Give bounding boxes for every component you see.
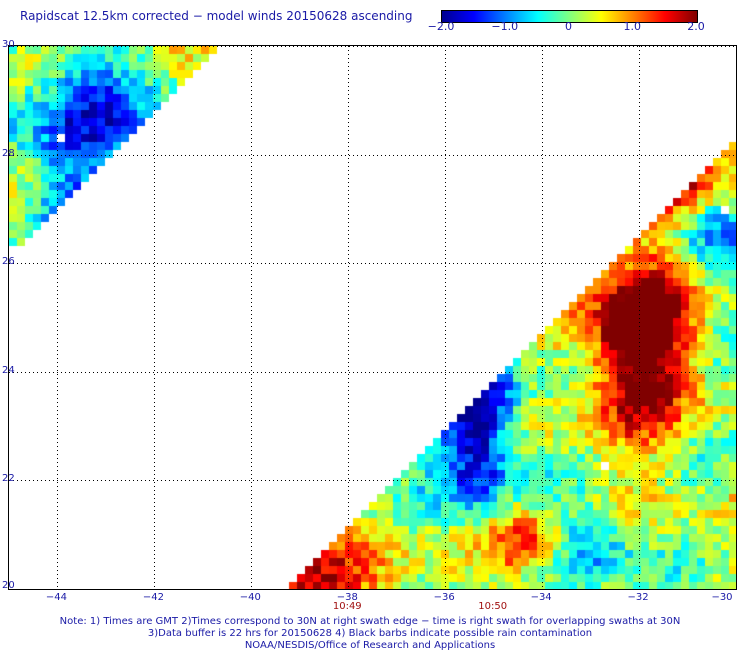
latitude-label: 26 — [2, 256, 15, 268]
longitude-label: −44 — [45, 592, 68, 603]
longitude-label: −34 — [530, 592, 552, 603]
latitude-label: 22 — [2, 473, 15, 485]
footnote-line-2: 3)Data buffer is 22 hrs for 20150628 4) … — [147, 628, 593, 639]
longitude-label: −30 — [711, 592, 733, 603]
longitude-label: −40 — [239, 592, 261, 603]
longitude-label: −38 — [336, 592, 358, 603]
swath-time-label: 10:49 — [332, 601, 362, 612]
longitude-label: −42 — [142, 592, 164, 603]
lat-lon-grid — [9, 46, 736, 589]
colorbar — [441, 10, 698, 23]
colorbar-tick-label: 1.0 — [623, 20, 642, 33]
colorbar-tick-label: 0 — [565, 20, 572, 33]
longitude-label: −32 — [627, 592, 649, 603]
colorbar-tick-label: −1.0 — [491, 20, 519, 33]
plot-title: Rapidscat 12.5km corrected − model winds… — [20, 9, 413, 23]
latitude-label: 24 — [2, 364, 15, 376]
latitude-label: 20 — [2, 580, 15, 591]
colorbar-tick-label: 2.0 — [687, 20, 705, 33]
map-plot-area[interactable] — [8, 45, 737, 590]
swath-time-label: 10:50 — [478, 601, 508, 612]
longitude-label: −36 — [433, 592, 455, 603]
footnote-line-3: NOAA/NESDIS/Office of Research and Appli… — [244, 640, 496, 651]
latitude-label: 30 — [2, 39, 15, 50]
colorbar-tick-label: −2.0 — [427, 20, 455, 33]
footnote-line-1: Note: 1) Times are GMT 2)Times correspon… — [59, 616, 681, 627]
latitude-label: 28 — [2, 147, 15, 159]
wind-difference-swath — [9, 46, 736, 589]
